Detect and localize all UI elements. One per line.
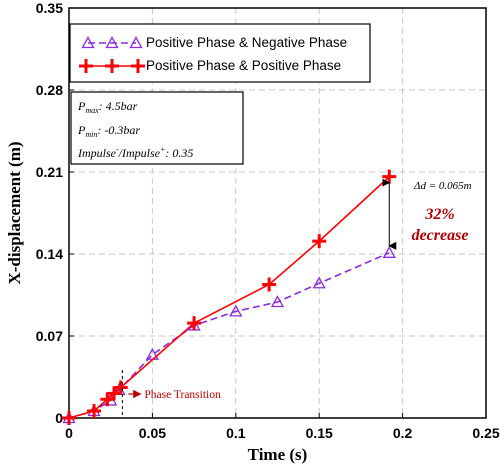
x-tick-label: 0.1 [226, 425, 246, 441]
data-point [187, 316, 202, 331]
x-tick-label: 0.25 [472, 425, 499, 441]
delta-label: Δd = 0.065m [413, 180, 472, 192]
legend-marker [79, 59, 93, 73]
data-point [312, 234, 327, 249]
series-layer [62, 169, 397, 425]
y-tick-label: 0.07 [36, 328, 63, 344]
data-point [382, 245, 396, 258]
series-positive-phase [62, 169, 397, 425]
legend-box [69, 23, 371, 83]
legend-marker [131, 59, 145, 73]
legend-marker [81, 36, 95, 49]
x-tick-label: 0.2 [393, 425, 413, 441]
data-point [87, 403, 102, 418]
info-box: Pmax: 4.5bar Pmin: -0.3bar Impulse-/Impu… [70, 91, 244, 165]
annotations: Δd = 0.065m 32% decrease Phase Transitio… [121, 178, 472, 418]
y-tick-label: 0.14 [36, 246, 63, 262]
data-point [62, 411, 76, 425]
series-line [68, 176, 390, 419]
legend-marker [105, 36, 119, 49]
series-line [68, 252, 390, 419]
y-tick-label: 0 [55, 410, 63, 426]
info-pmin: Pmin: -0.3bar [77, 123, 140, 139]
plot-frame [68, 7, 487, 419]
y-tick-label: 0.35 [36, 0, 63, 16]
legend-marker [105, 59, 119, 73]
legend-marker [129, 36, 143, 49]
info-pmax: Pmax: 4.5bar [77, 99, 138, 115]
legend-symbol-positive-phase [79, 59, 145, 73]
data-point [229, 304, 243, 317]
y-tick-label: 0.21 [36, 164, 63, 180]
legend-symbol-negative-phase [81, 36, 143, 49]
legend-label-positive-phase: Positive Phase & Positive Phase [146, 58, 341, 73]
legend-label-negative-phase: Positive Phase & Negative Phase [146, 35, 347, 50]
axis-ticks: 0 0.05 0.1 0.15 0.2 0.25 0 0.07 0.14 0.21 0.28 0.35 [36, 0, 500, 441]
y-axis-title: X-displacement (m) [5, 141, 24, 284]
legend: Positive Phase & Negative Phase Positive… [69, 23, 371, 83]
data-point [270, 295, 285, 308]
x-tick-label: 0.15 [306, 425, 333, 441]
percent-label: 32% [424, 206, 454, 223]
y-tick-label: 0.28 [36, 82, 63, 98]
decrease-label: decrease [412, 227, 469, 244]
x-tick-label: 0 [65, 425, 73, 441]
info-box-frame [70, 91, 244, 165]
phase-transition-label: Phase Transition [144, 389, 221, 401]
info-impulse-ratio: Impulse-/Impulse+: 0.35 [77, 145, 193, 160]
data-point [262, 277, 277, 292]
data-point [312, 276, 326, 289]
x-axis-title: Time (s) [248, 445, 308, 464]
x-tick-label: 0.05 [139, 425, 166, 441]
data-point [113, 380, 128, 395]
